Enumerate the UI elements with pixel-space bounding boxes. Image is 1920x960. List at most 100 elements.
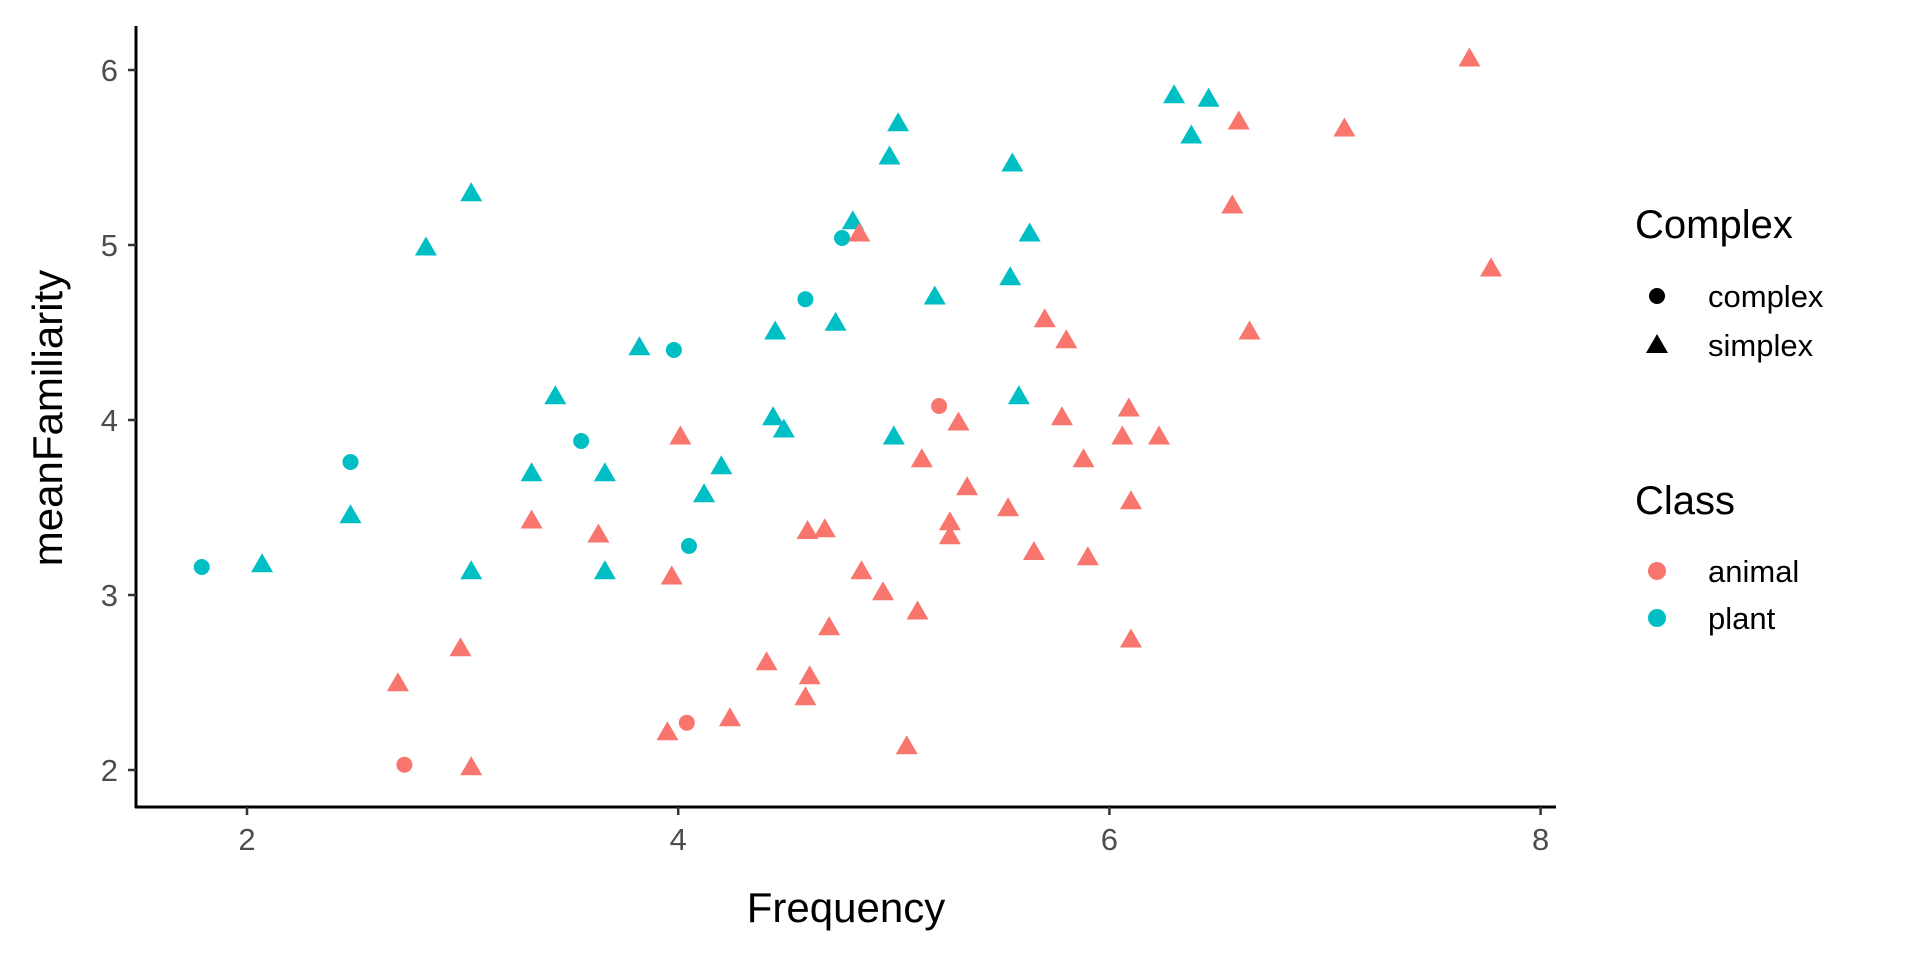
point-animal-simplex	[997, 497, 1020, 517]
x-tick-label: 8	[1532, 822, 1549, 857]
point-plant-complex	[665, 342, 682, 358]
point-plant-complex	[834, 230, 851, 246]
point-animal-simplex	[956, 476, 979, 496]
point-animal-simplex	[1221, 194, 1244, 214]
legend-class-title: Class	[1635, 479, 1735, 523]
y-tick-label: 6	[101, 53, 118, 88]
point-animal-simplex	[796, 520, 819, 539]
point-plant-simplex	[878, 145, 901, 165]
point-plant-complex	[797, 291, 814, 308]
point-plant-simplex	[1197, 87, 1220, 107]
point-plant-complex	[193, 559, 210, 575]
point-animal-simplex	[1072, 448, 1095, 468]
point-animal-simplex	[587, 523, 610, 543]
point-plant-complex	[680, 538, 697, 554]
point-animal-complex	[931, 398, 948, 414]
point-plant-simplex	[824, 311, 847, 331]
point-animal-simplex	[1227, 110, 1250, 130]
point-animal-simplex	[1238, 320, 1261, 340]
point-plant-simplex	[593, 462, 616, 482]
point-plant-simplex	[544, 385, 567, 405]
y-ticks: 2 3 4 5 6	[101, 53, 136, 788]
point-animal-simplex	[656, 721, 679, 741]
point-plant-simplex	[593, 560, 616, 580]
point-plant-simplex	[339, 504, 362, 524]
point-plant-simplex	[460, 182, 483, 202]
legend-label-simplex: simplex	[1708, 328, 1814, 363]
y-tick-label: 3	[101, 578, 118, 613]
legend-label-complex: complex	[1708, 279, 1824, 314]
point-plant-simplex	[882, 425, 905, 445]
point-plant-simplex	[887, 112, 910, 132]
point-animal-simplex	[1111, 425, 1134, 445]
legend-complex-title: Complex	[1635, 203, 1793, 247]
x-ticks: 2 4 6 8	[238, 807, 1549, 857]
point-animal-complex	[396, 756, 413, 773]
point-animal-simplex	[660, 565, 683, 585]
point-animal-simplex	[938, 511, 961, 531]
point-plant-complex	[573, 433, 590, 449]
point-animal-simplex	[1055, 329, 1078, 349]
point-animal-simplex	[1117, 397, 1140, 417]
x-tick-label: 2	[238, 822, 255, 857]
point-plant-simplex	[1018, 222, 1041, 242]
legend-triangle-icon	[1646, 334, 1668, 353]
legend-class: Class animal plant	[1635, 479, 1799, 636]
point-plant-simplex	[772, 418, 795, 438]
point-plant-complex	[342, 454, 359, 470]
point-animal-simplex	[386, 672, 409, 692]
point-animal-simplex	[848, 222, 871, 242]
y-tick-label: 4	[101, 403, 118, 438]
point-animal-simplex	[813, 518, 836, 538]
point-animal-simplex	[1147, 425, 1170, 445]
point-animal-simplex	[1333, 117, 1356, 137]
point-plant-simplex	[251, 553, 274, 573]
point-plant-simplex	[1180, 124, 1203, 144]
point-animal-simplex	[895, 735, 918, 755]
legend-label-animal: animal	[1708, 554, 1799, 589]
legend-label-plant: plant	[1708, 601, 1776, 636]
point-plant-simplex	[1163, 84, 1186, 104]
point-animal-simplex	[1033, 308, 1056, 328]
point-animal-simplex	[1119, 628, 1142, 648]
point-plant-simplex	[460, 560, 483, 580]
point-plant-simplex	[710, 455, 733, 475]
y-tick-label: 2	[101, 753, 118, 788]
point-animal-simplex	[1076, 546, 1099, 566]
y-axis-title: meanFamiliarity	[24, 270, 71, 566]
point-animal-simplex	[794, 686, 817, 706]
point-animal-simplex	[906, 600, 929, 620]
point-animal-simplex	[1480, 257, 1503, 277]
point-plant-simplex	[1001, 152, 1024, 172]
point-animal-simplex	[947, 411, 970, 431]
point-plant-simplex	[693, 483, 716, 503]
point-plant-simplex	[999, 266, 1022, 286]
point-animal-simplex	[718, 707, 741, 727]
point-animal-simplex	[520, 509, 543, 529]
x-axis-title: Frequency	[747, 884, 945, 931]
point-animal-simplex	[1119, 490, 1142, 510]
point-plant-simplex	[520, 462, 543, 482]
point-plant-simplex	[1007, 385, 1030, 405]
point-animal-simplex	[755, 651, 778, 671]
point-animal-simplex	[798, 665, 821, 685]
point-animal-simplex	[1050, 406, 1073, 426]
point-animal-simplex	[460, 756, 483, 776]
point-plant-simplex	[923, 285, 946, 305]
point-plant-simplex	[628, 336, 651, 356]
point-animal-simplex	[872, 581, 895, 601]
point-animal-simplex	[910, 448, 933, 468]
point-plant-simplex	[414, 236, 437, 256]
point-animal-simplex	[449, 637, 472, 657]
point-plant-simplex	[762, 406, 785, 426]
legend-plant-swatch	[1648, 609, 1666, 627]
y-tick-label: 5	[101, 228, 118, 263]
legend-animal-swatch	[1648, 562, 1666, 580]
point-animal-complex	[678, 714, 695, 731]
point-plant-simplex	[764, 320, 787, 340]
point-animal-simplex	[1022, 541, 1045, 560]
x-tick-label: 6	[1101, 822, 1118, 857]
point-animal-simplex	[669, 425, 692, 445]
legend-circle-icon	[1649, 288, 1665, 304]
